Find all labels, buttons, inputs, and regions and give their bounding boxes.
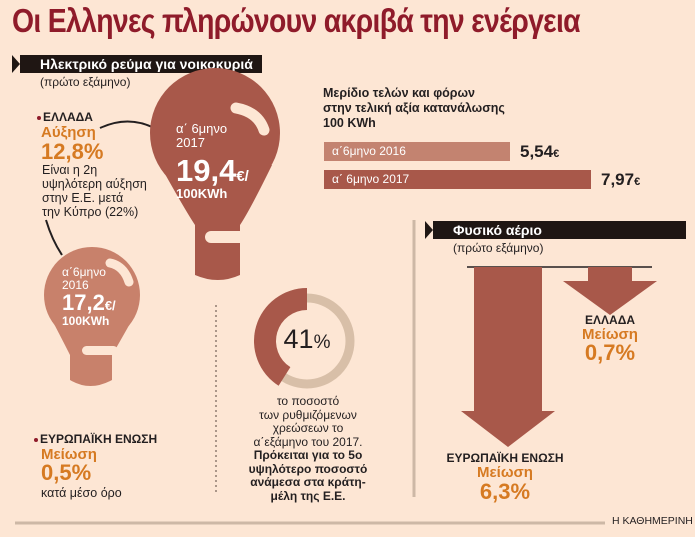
electricity-greece-change-label: Αύξηση: [41, 124, 96, 141]
electricity-banner-label: Ηλεκτρικό ρεύμα για νοικοκυριά: [40, 56, 253, 72]
ring-value-number: 41: [283, 324, 314, 354]
bulb-2016-currency: €/: [104, 298, 116, 313]
electricity-greece-change-value: 12,8%: [41, 139, 104, 164]
electricity-eu-country: ΕΥΡΩΠΑΪΚΗ ΕΝΩΣΗ: [34, 432, 157, 446]
bullet-dot-icon: [37, 115, 41, 120]
eu-country-label: ΕΥΡΩΠΑΪΚΗ ΕΝΩΣΗ: [40, 432, 158, 446]
caption-line: α΄εξάμηνο του 2017.: [253, 434, 363, 449]
ring-chart: [254, 288, 355, 389]
bulb-2016-highlight: [105, 258, 134, 287]
banner-arrow-icon: [12, 55, 20, 73]
caption-line: το ποσοστό: [276, 394, 340, 408]
bulb-2017-icon: [150, 68, 280, 280]
bar-chart-title-line: 100 KWh: [323, 116, 376, 130]
electricity-greece-country: ΕΛΛΑΔΑ: [37, 110, 93, 124]
connector-line-2017: [99, 120, 159, 131]
note-line: την Κύπρο (22%): [42, 205, 139, 219]
gas-arrows: [461, 266, 657, 447]
bar-value-unit: €: [634, 175, 641, 188]
bar-value-number: 5,54: [520, 141, 554, 161]
caption-line-bold: υψηλότερο ποσοστό: [248, 461, 368, 476]
bulb-2017-year: 2017: [176, 135, 205, 150]
bar-chart-title-line: Μερίδιο τελών και φόρων: [323, 86, 476, 100]
caption-line-bold: ανάμεσα στα κράτη-: [250, 475, 366, 489]
bar-value-unit: €: [553, 147, 560, 160]
caption-line-bold: Πρόκειται για το 5ο: [253, 448, 363, 462]
note-line: Είναι η 2η: [42, 163, 98, 177]
gas-eu-arrow-icon: [461, 267, 555, 447]
gas-greece-change-label: Μείωση: [582, 326, 638, 343]
electricity-eu-change-label: Μείωση: [41, 446, 97, 463]
bulb-2017-price: 19,4€/: [176, 153, 249, 189]
caption-line-bold: μέλη της Ε.Ε.: [270, 488, 346, 503]
bar: α΄6μηνο 2016: [324, 142, 510, 161]
bar-row: α΄ 6μηνο 2017 7,97€: [324, 170, 640, 189]
gas-greece-arrow-icon: [563, 267, 657, 315]
bulb-2016-price: 17,2€/: [62, 290, 116, 316]
gas-eu-change-value: 6,3%: [479, 479, 531, 504]
electricity-banner: Ηλεκτρικό ρεύμα για νοικοκυριά: [12, 55, 262, 73]
bulb-2016-label: α΄6μηνο 2016: [62, 266, 106, 292]
caption-line: χρεώσεων το: [272, 421, 344, 435]
bar-chart-title-line: στην τελική αξία κατανάλωσης: [323, 101, 505, 115]
banner-arrow-icon: [425, 221, 433, 239]
gas-eu-country: ΕΥΡΩΠΑΪΚΗ ΕΝΩΣΗ: [446, 451, 564, 465]
gas-banner: Φυσικό αέριο: [425, 221, 686, 239]
electricity-eu-note: κατά μέσο όρο: [41, 486, 122, 500]
bar-chart-title: Μερίδιο τελών και φόρων στην τελική αξία…: [323, 86, 505, 131]
ring-value-unit: %: [313, 332, 331, 353]
bulb-2017-highlight: [230, 102, 270, 136]
bulb-2016-unit: 100KWh: [62, 314, 110, 328]
bar-value-label: 5,54€: [520, 142, 559, 162]
electricity-period: (πρώτο εξάμηνο): [40, 75, 131, 89]
bulb-2017-period: α΄ 6μηνο: [176, 121, 228, 136]
ring-value-arc: [254, 288, 307, 386]
gas-greece-country: ΕΛΛΑΔΑ: [585, 313, 635, 327]
bar-value-number: 7,97: [601, 169, 635, 189]
ring-caption: το ποσοστό των ρυθμιζόμενων χρεώσεων το …: [222, 394, 394, 503]
bulb-2017-currency: €/: [236, 168, 249, 185]
gas-banner-label: Φυσικό αέριο: [453, 222, 542, 238]
greece-country-label: ΕΛΛΑΔΑ: [43, 110, 93, 124]
source-credit: Η ΚΑΘΗΜΕΡΙΝΗ: [612, 515, 693, 527]
bullet-dot-icon: [34, 437, 38, 442]
note-line: υψηλότερη αύξηση: [42, 177, 147, 191]
bar: α΄ 6μηνο 2017: [324, 170, 591, 189]
bulb-2017-base-notch: [205, 231, 250, 243]
connector-line-2016: [45, 219, 63, 256]
caption-line: των ρυθμιζόμενων: [259, 407, 357, 422]
electricity-eu-change-value: 0,5%: [41, 460, 92, 485]
bulb-2017-label: α΄ 6μηνο 2017: [176, 122, 227, 150]
note-line: στην Ε.Ε. μετά: [42, 191, 124, 205]
bulb-2017-price-value: 19,4: [176, 153, 237, 188]
bulb-2016-base-notch: [82, 346, 118, 355]
bar-value-label: 7,97€: [601, 170, 640, 190]
gas-period: (πρώτο εξάμηνο): [453, 241, 544, 255]
bar-chart: α΄6μηνο 2016 5,54€ α΄ 6μηνο 2017 7,97€: [324, 142, 664, 192]
gas-greece-change-value: 0,7%: [584, 340, 636, 365]
bulb-2017-unit: 100KWh: [176, 186, 228, 201]
bulb-2016-period: α΄6μηνο: [62, 265, 106, 279]
bar-row: α΄6μηνο 2016 5,54€: [324, 142, 559, 161]
electricity-greece-note: Είναι η 2η υψηλότερη αύξηση στην Ε.Ε. με…: [42, 163, 147, 219]
gas-eu-change-label: Μείωση: [477, 464, 533, 481]
page-title: Οι Ελληνες πληρώνουν ακριβά την ενέργεια: [12, 2, 581, 39]
bulb-2016-price-value: 17,2: [62, 290, 105, 315]
ring-value: 41%: [254, 324, 360, 355]
bulb-2016-year: 2016: [62, 278, 89, 292]
